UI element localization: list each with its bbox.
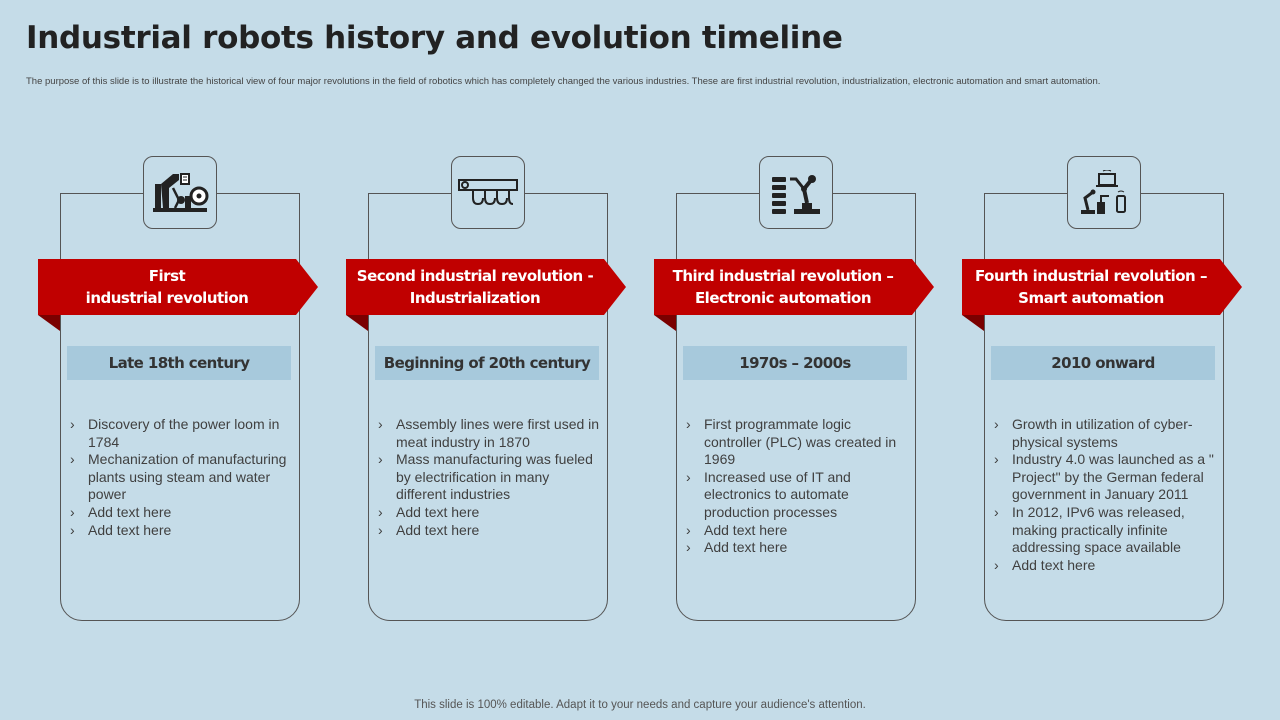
- banner-title-line1: First: [148, 267, 186, 285]
- list-item: In 2012, IPv6 was released, making pract…: [992, 504, 1218, 557]
- banner-arrow: [1220, 259, 1242, 315]
- list-item: Mass manufacturing was fueled by electri…: [376, 451, 602, 504]
- page-subtitle: The purpose of this slide is to illustra…: [26, 76, 1101, 87]
- list-item: Add text here: [376, 522, 602, 540]
- list-item: Industry 4.0 was launched as a " Project…: [992, 451, 1218, 504]
- list-item: Add text here: [68, 504, 294, 522]
- banner-arrow: [604, 259, 626, 315]
- period-label: Beginning of 20th century: [375, 346, 599, 380]
- icon-box: [143, 156, 217, 229]
- card-frame: [676, 193, 916, 621]
- list-item: Add text here: [68, 522, 294, 540]
- list-item: Discovery of the power loom in 1784: [68, 416, 294, 451]
- banner-title-line2: Electronic automation: [694, 289, 872, 307]
- list-item: Add text here: [992, 557, 1218, 575]
- banner-arrow: [912, 259, 934, 315]
- bullet-list: Growth in utilization of cyber-physical …: [992, 416, 1218, 574]
- list-item: Add text here: [684, 539, 910, 557]
- bullet-list: Assembly lines were first used in meat i…: [376, 416, 602, 539]
- revolution-banner: First industrial revolution: [38, 259, 296, 315]
- banner-arrow: [296, 259, 318, 315]
- list-item: Increased use of IT and electronics to a…: [684, 469, 910, 522]
- banner-fold: [346, 315, 368, 331]
- period-label: 2010 onward: [991, 346, 1215, 380]
- page-title: Industrial robots history and evolution …: [26, 20, 843, 56]
- banner-title-line1: Third industrial revolution –: [672, 267, 894, 285]
- banner-title-line1: Second industrial revolution -: [356, 267, 594, 285]
- banner-title-line2: industrial revolution: [85, 289, 249, 307]
- banner-fold: [38, 315, 60, 331]
- bullet-list: First programmate logic controller (PLC)…: [684, 416, 910, 557]
- period-label: 1970s – 2000s: [683, 346, 907, 380]
- list-item: Growth in utilization of cyber-physical …: [992, 416, 1218, 451]
- banner-title-line2: Smart automation: [1018, 289, 1164, 307]
- timeline-column-2: Second industrial revolution - Industrial…: [346, 156, 626, 626]
- icon-box: [451, 156, 525, 229]
- list-item: First programmate logic controller (PLC)…: [684, 416, 910, 469]
- timeline-column-4: Fourth industrial revolution – Smart auto…: [962, 156, 1242, 626]
- factory-machine-icon: [153, 172, 209, 212]
- assembly-line-icon: [458, 178, 518, 205]
- icon-box: [759, 156, 833, 229]
- timeline-column-1: First industrial revolution Late 18th cen…: [38, 156, 318, 626]
- revolution-banner: Second industrial revolution - Industrial…: [346, 259, 604, 315]
- card-frame: [368, 193, 608, 621]
- robot-arm-icon: [772, 174, 820, 214]
- list-item: Mechanization of manufacturing plants us…: [68, 451, 294, 504]
- banner-title-line1: Fourth industrial revolution –: [975, 267, 1207, 285]
- list-item: Assembly lines were first used in meat i…: [376, 416, 602, 451]
- icon-box: [1067, 156, 1141, 229]
- card-frame: [60, 193, 300, 621]
- banner-fold: [654, 315, 676, 331]
- revolution-banner: Fourth industrial revolution – Smart auto…: [962, 259, 1220, 315]
- timeline-column-3: Third industrial revolution – Electronic …: [654, 156, 934, 626]
- banner-fold: [962, 315, 984, 331]
- period-label: Late 18th century: [67, 346, 291, 380]
- smart-automation-icon: [1081, 169, 1126, 214]
- revolution-banner: Third industrial revolution – Electronic …: [654, 259, 912, 315]
- banner-title-line2: Industrialization: [409, 289, 541, 307]
- list-item: Add text here: [376, 504, 602, 522]
- footer-note: This slide is 100% editable. Adapt it to…: [414, 699, 866, 711]
- bullet-list: Discovery of the power loom in 1784 Mech…: [68, 416, 294, 539]
- list-item: Add text here: [684, 522, 910, 540]
